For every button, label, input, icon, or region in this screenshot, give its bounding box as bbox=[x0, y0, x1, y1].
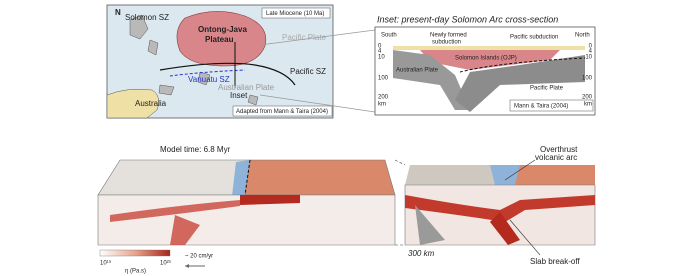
label: subduction bbox=[432, 40, 461, 46]
label: volcanic arc bbox=[535, 153, 577, 162]
depth-label: km bbox=[584, 102, 592, 108]
ojp-crust bbox=[420, 50, 560, 70]
colorbar-label: η (Pa.s) bbox=[125, 269, 146, 275]
credit: Mann & Taira (2004) bbox=[514, 104, 568, 110]
era: Late Miocene (10 Ma) bbox=[266, 11, 324, 17]
model-zoom: Overthrust volcanic arc Slab break-off 3… bbox=[404, 145, 596, 266]
cross-section: Inset: present-day Solomon Arc cross-sec… bbox=[374, 14, 596, 116]
depth-label: 200 bbox=[378, 95, 389, 101]
colorbar-max: 10²³ bbox=[160, 261, 171, 267]
depth-label: 10 bbox=[585, 55, 592, 61]
ontong-java-plateau bbox=[176, 11, 267, 67]
credit-box bbox=[509, 99, 594, 112]
label: Vanuatu SZ bbox=[188, 75, 230, 84]
depth-label: 0 bbox=[589, 44, 593, 50]
label: Newly formed bbox=[430, 33, 467, 39]
map-australia-land bbox=[106, 88, 159, 119]
depth-label: 100 bbox=[582, 76, 593, 82]
label: Pacific Plate bbox=[282, 33, 327, 42]
slab bbox=[405, 195, 595, 222]
label: Inset bbox=[230, 91, 248, 100]
sediment-layer bbox=[393, 46, 585, 50]
connector bbox=[259, 29, 376, 46]
model-time: Model time: 6.8 Myr bbox=[160, 145, 231, 154]
label: Plateau bbox=[205, 35, 234, 44]
depth-label: 200 bbox=[582, 95, 593, 101]
slab bbox=[110, 200, 240, 245]
label: Pacific SZ bbox=[290, 67, 326, 76]
label: North bbox=[575, 33, 590, 39]
label: Pacific Plate bbox=[530, 86, 564, 92]
vanuatu-trench bbox=[169, 69, 246, 77]
depth-label: 4 bbox=[378, 49, 382, 55]
connector bbox=[259, 94, 376, 113]
depth-label: 10 bbox=[378, 55, 385, 61]
subduction-zone bbox=[159, 62, 296, 86]
top-face bbox=[97, 159, 251, 196]
connector bbox=[394, 159, 406, 166]
label: Australian Plate bbox=[218, 83, 275, 92]
slab bbox=[490, 212, 520, 245]
depth-label: 0 bbox=[378, 44, 382, 50]
map: N Solomon SZ Late Miocene (10 Ma) Ontong… bbox=[106, 4, 334, 119]
credit: Adapted from Mann & Taira (2004) bbox=[236, 109, 328, 115]
label: Solomon SZ bbox=[125, 13, 169, 22]
label: Solomon Islands (OJP) bbox=[455, 56, 517, 62]
arc-block bbox=[490, 165, 520, 185]
arc-strip bbox=[232, 160, 250, 196]
era-box bbox=[261, 7, 331, 19]
top-face bbox=[500, 165, 595, 185]
north-arrow: N bbox=[115, 8, 121, 17]
label: Pacific subduction bbox=[510, 35, 558, 41]
depth-label: 100 bbox=[378, 76, 389, 82]
credit-box bbox=[232, 105, 333, 117]
label: Overthrust bbox=[540, 145, 578, 154]
trench bbox=[244, 159, 251, 196]
inset-title: Inset: present-day Solomon Arc cross-sec… bbox=[377, 14, 558, 24]
top-face bbox=[405, 165, 505, 185]
depth-label: 4 bbox=[589, 49, 593, 55]
leader bbox=[504, 159, 536, 181]
velocity-label: ~ 20 cm/yr bbox=[185, 254, 213, 260]
pacific-slab bbox=[455, 55, 585, 112]
leader bbox=[509, 219, 541, 256]
slab-cut bbox=[415, 205, 445, 245]
scale-label: 300 km bbox=[408, 249, 435, 258]
label: Australian Plate bbox=[396, 68, 439, 74]
top-face bbox=[244, 159, 396, 196]
map-islands bbox=[129, 14, 259, 106]
colorbar-min: 10¹⁹ bbox=[100, 260, 112, 267]
velocity-arrowhead bbox=[185, 264, 189, 268]
label: Ontong-Java bbox=[198, 25, 247, 34]
slab bbox=[240, 195, 300, 205]
model-3d: Model time: 6.8 Myr bbox=[97, 145, 396, 246]
australian-slab bbox=[393, 50, 470, 110]
label: Slab break-off bbox=[530, 257, 580, 266]
label: South bbox=[381, 33, 397, 39]
subduction-interface bbox=[459, 57, 586, 73]
label: Australia bbox=[135, 99, 167, 108]
colorbar bbox=[99, 249, 171, 257]
depth-label: km bbox=[378, 102, 386, 108]
